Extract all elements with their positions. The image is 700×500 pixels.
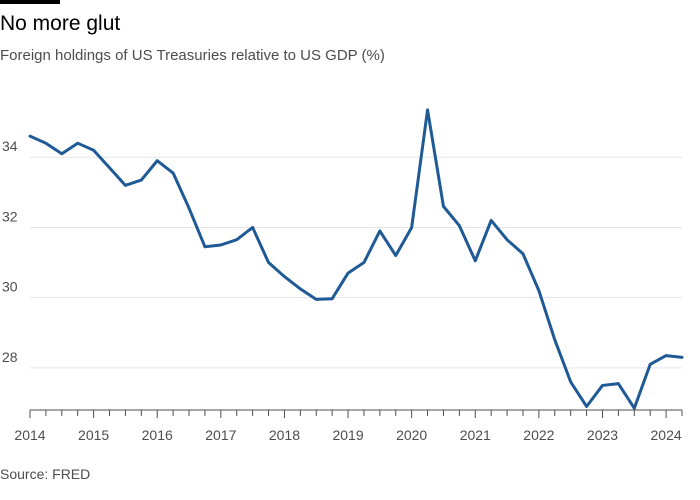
x-tick-label: 2017 <box>205 427 236 443</box>
data-point <box>458 224 461 227</box>
data-point <box>505 238 509 241</box>
data-point <box>537 289 541 292</box>
x-tick-label: 2018 <box>269 427 300 443</box>
data-point <box>489 219 493 222</box>
data-point <box>108 166 111 169</box>
data-point <box>521 252 525 255</box>
data-point <box>76 141 79 145</box>
x-tick-label: 2023 <box>587 427 618 443</box>
data-point <box>569 380 572 384</box>
data-point <box>648 363 652 366</box>
data-point <box>299 287 302 291</box>
data-point <box>680 356 684 359</box>
data-point <box>410 226 413 229</box>
data-point <box>203 245 207 248</box>
data-point <box>394 254 397 257</box>
data-point <box>92 149 95 152</box>
x-tick-label: 2016 <box>142 427 173 443</box>
x-tick-label: 2021 <box>460 427 491 443</box>
data-point <box>664 354 668 357</box>
data-point <box>474 259 477 262</box>
data-point <box>553 338 556 341</box>
chart-subtitle: Foreign holdings of US Treasuries relati… <box>0 47 385 64</box>
data-point <box>251 226 254 229</box>
x-tick-label: 2022 <box>523 427 554 443</box>
y-tick-label: 30 <box>2 279 18 295</box>
data-point <box>378 229 382 233</box>
data-point <box>140 178 143 182</box>
data-point <box>585 405 588 408</box>
data-point <box>44 141 48 145</box>
data-point <box>219 243 223 247</box>
data-point <box>330 297 334 300</box>
series-line <box>28 108 684 410</box>
data-point <box>315 298 318 301</box>
data-point <box>60 152 64 155</box>
accent-bar <box>0 0 60 4</box>
data-point <box>28 134 32 138</box>
data-point <box>187 206 191 210</box>
data-point <box>124 184 127 187</box>
source-note: Source: FRED <box>0 466 91 482</box>
x-tick-label: 2024 <box>651 427 682 443</box>
data-point <box>617 382 620 385</box>
data-point <box>601 384 604 387</box>
data-point <box>267 261 270 264</box>
data-point <box>633 407 636 410</box>
y-tick-label: 32 <box>2 208 18 224</box>
data-point <box>346 271 350 275</box>
y-tick-label: 28 <box>2 349 18 365</box>
data-point <box>171 171 175 175</box>
chart-title: No more glut <box>0 12 121 35</box>
data-point <box>426 108 429 112</box>
data-point <box>362 261 366 264</box>
data-point <box>442 205 445 208</box>
x-tick-label: 2019 <box>332 427 363 443</box>
y-tick-label: 34 <box>2 138 18 154</box>
x-tick-label: 2014 <box>14 427 45 443</box>
x-tick-label: 2020 <box>396 427 427 443</box>
data-point <box>156 159 159 162</box>
data-point <box>283 275 286 278</box>
x-tick-label: 2015 <box>78 427 109 443</box>
data-point <box>235 238 238 241</box>
